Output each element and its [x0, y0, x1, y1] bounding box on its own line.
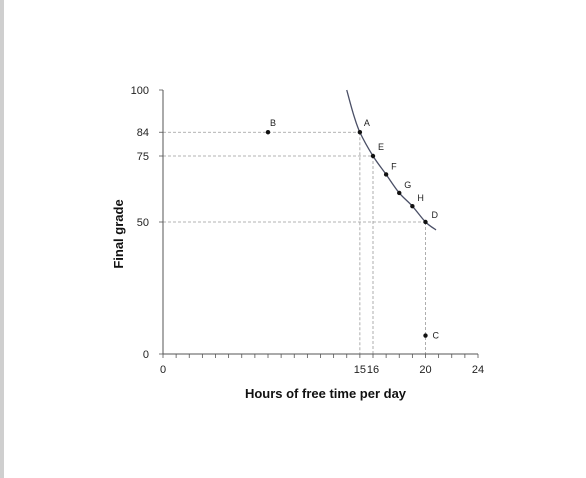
point-label-b: B — [270, 118, 276, 128]
point-label-d: D — [432, 210, 439, 220]
point-h — [410, 203, 415, 209]
x-tick-label: 15 — [354, 364, 366, 376]
point-e — [370, 153, 376, 159]
x-tick-label: 16 — [367, 364, 379, 376]
point-a — [357, 130, 363, 135]
y-tick-label: 75 — [137, 151, 149, 163]
point-f — [383, 172, 389, 177]
point-label-f: F — [391, 161, 397, 171]
x-tick-label: 0 — [160, 364, 166, 376]
y-axis-title: Final grade — [111, 199, 126, 268]
y-tick-label: 100 — [131, 85, 149, 97]
x-tick-label: 20 — [419, 364, 431, 376]
x-axis-title: Hours of free time per day — [245, 386, 407, 401]
point-label-c: C — [433, 331, 440, 341]
y-tick-label: 50 — [137, 217, 149, 229]
point-d — [423, 219, 428, 225]
reference-lines — [163, 131, 426, 354]
point-c — [423, 333, 428, 338]
y-tick-label: 0 — [143, 349, 149, 361]
point-label-h: H — [417, 193, 424, 203]
y-tick-label: 84 — [137, 127, 149, 139]
point-label-e: E — [378, 142, 384, 152]
point-label-g: G — [404, 180, 411, 190]
ticks: 0 15 16 20 24 0 50 75 84 100 — [131, 85, 484, 376]
window-edge — [0, 0, 4, 478]
point-b — [265, 130, 271, 135]
point-g — [397, 190, 402, 196]
point-label-a: A — [364, 118, 370, 128]
x-tick-label: 24 — [472, 364, 484, 376]
